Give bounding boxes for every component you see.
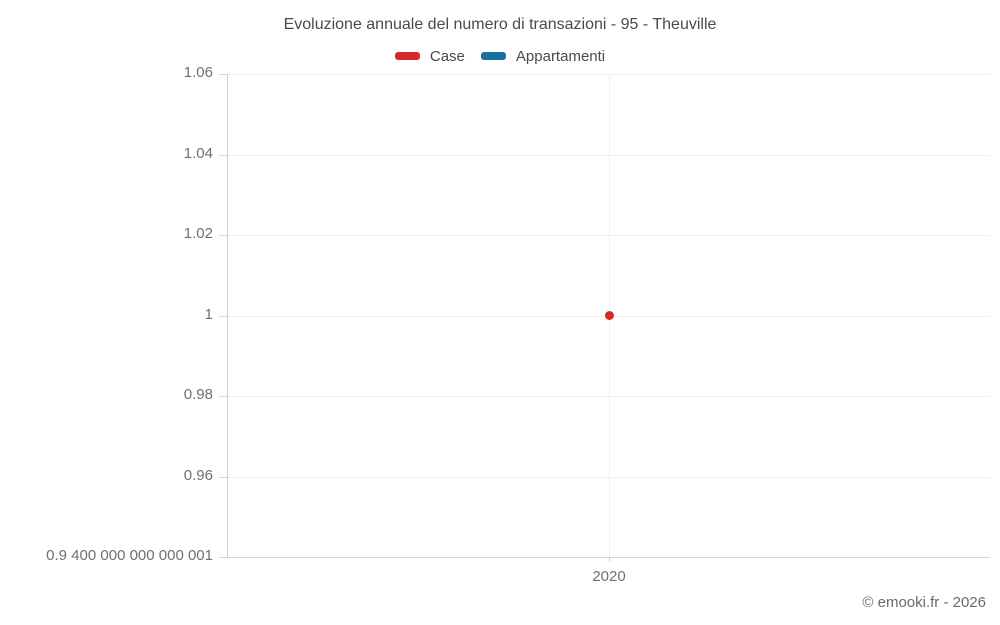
legend-label: Case: [429, 47, 465, 65]
y-axis-tick: [219, 74, 227, 75]
y-axis-label: 0.98: [183, 386, 213, 403]
y-axis-tick: [219, 235, 227, 236]
legend-swatch-appartamenti: [480, 52, 506, 60]
y-gridline: [227, 155, 990, 156]
chart-legend: Case Appartamenti: [0, 47, 1000, 65]
y-gridline: [227, 396, 990, 397]
chart-title: Evoluzione annuale del numero di transaz…: [283, 16, 717, 33]
x-axis-label: 2020: [592, 568, 626, 585]
y-axis-tick: [219, 155, 227, 156]
data-point-case[interactable]: [604, 311, 614, 320]
legend-swatch-case: [394, 52, 420, 60]
y-axis-label: 1.06: [183, 64, 213, 81]
y-axis-tick: [219, 396, 227, 397]
y-gridline: [227, 235, 990, 236]
x-axis-tick: [609, 557, 610, 562]
y-axis-label: 0.96: [183, 467, 213, 484]
y-axis-label: 0.9 400 000 000 000 001: [46, 547, 213, 564]
y-axis-line: [227, 74, 228, 557]
y-axis-label: 1: [204, 306, 213, 323]
y-axis-tick: [219, 557, 227, 558]
y-axis-label: 1.04: [183, 145, 213, 162]
legend-item-case[interactable]: Case: [394, 47, 465, 65]
y-axis-tick: [219, 316, 227, 317]
legend-label: Appartamenti: [515, 47, 606, 65]
x-axis-line: [227, 557, 990, 558]
y-gridline: [227, 74, 990, 75]
legend-item-appartamenti[interactable]: Appartamenti: [480, 47, 606, 65]
y-axis-tick: [219, 477, 227, 478]
y-axis-label: 1.02: [183, 225, 213, 242]
y-gridline: [227, 477, 990, 478]
copyright-credit[interactable]: © emooki.fr - 2026: [862, 594, 986, 611]
